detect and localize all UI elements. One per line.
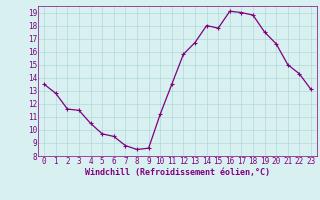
X-axis label: Windchill (Refroidissement éolien,°C): Windchill (Refroidissement éolien,°C) (85, 168, 270, 177)
